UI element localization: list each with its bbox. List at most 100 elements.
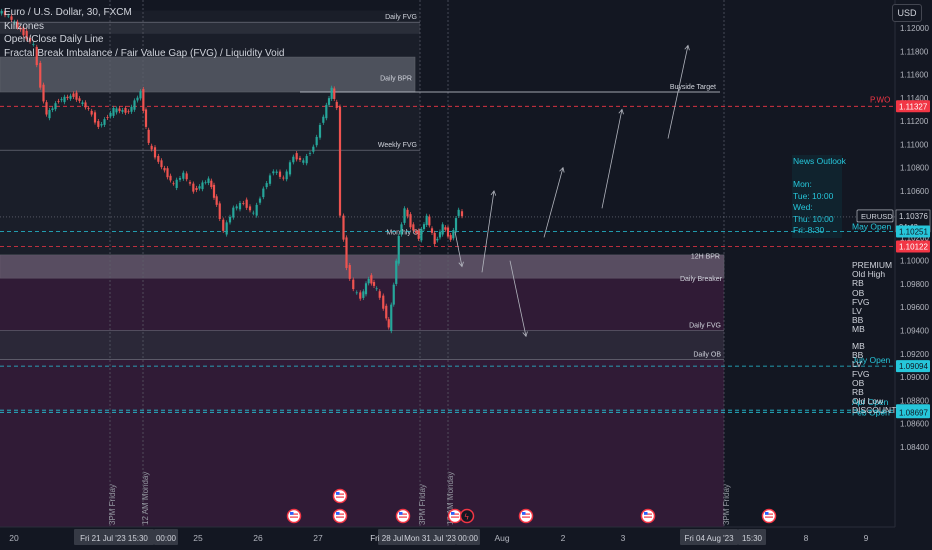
- pd-item: RB: [852, 387, 864, 398]
- feb-open-label: Feb Open: [852, 407, 890, 417]
- candle-body: [215, 196, 218, 205]
- news-line: Wed:: [793, 202, 813, 212]
- flag-stripe: [522, 516, 530, 518]
- candle-body: [449, 235, 452, 240]
- pwo-label: P.WO: [870, 95, 890, 104]
- candle-body: [10, 16, 13, 20]
- flag-stripe: [336, 493, 344, 495]
- july-open-label: July Open: [852, 355, 891, 365]
- candle-body: [218, 203, 221, 219]
- candle-body: [285, 171, 288, 180]
- candle-body: [390, 304, 393, 332]
- us-flag-event-icon[interactable]: [286, 508, 302, 524]
- candle-body: [124, 107, 127, 113]
- candle-body: [278, 171, 282, 177]
- candle-body: [97, 121, 100, 127]
- us-flag-event-icon[interactable]: [518, 508, 534, 524]
- indicator-daily-line[interactable]: Open/Close Daily Line: [4, 34, 104, 45]
- candle-body: [265, 183, 268, 188]
- candle-body: [163, 167, 166, 171]
- candle-body: [93, 112, 97, 123]
- candle-body: [153, 147, 157, 158]
- news-title: News Outlook: [793, 156, 846, 166]
- symbol-title[interactable]: Euro / U.S. Dollar, 30, FXCM: [4, 7, 132, 18]
- price-axis[interactable]: [895, 0, 932, 550]
- candle-body: [333, 88, 336, 99]
- projection-arrow: [601, 109, 623, 209]
- price-tick-label: 1.09600: [900, 303, 929, 312]
- daily-fvg-bottom-zone: [0, 330, 724, 360]
- indicator-killzones[interactable]: Killzones: [4, 20, 45, 32]
- candle-body: [109, 112, 112, 117]
- daily-fvg-top-label: Daily FVG: [385, 14, 417, 21]
- session-label: 3PM Friday: [108, 484, 117, 525]
- price-tick-label: 1.09000: [900, 373, 929, 382]
- candle-body: [118, 108, 121, 112]
- flag-stripe: [644, 516, 652, 518]
- us-flag-event-icon[interactable]: [640, 508, 656, 524]
- lightning-event-icon[interactable]: [459, 508, 475, 524]
- flag-canton: [522, 512, 526, 515]
- us-flag-event-icon[interactable]: [395, 508, 411, 524]
- candle-body: [198, 186, 201, 189]
- candle-body: [409, 214, 412, 228]
- candle-body: [302, 160, 305, 163]
- flag-canton: [644, 512, 648, 515]
- time-highlight-6-box: [680, 529, 738, 545]
- candle-body: [142, 89, 145, 111]
- news-outlook-panel: News Outlook Mon: Tue: 10:00 Wed: Thu: 1…: [792, 155, 846, 238]
- red-level-tag-label: 1.10122: [899, 243, 928, 252]
- price-tick-label: 1.12000: [900, 24, 929, 33]
- symbol-tag: [856, 209, 894, 223]
- candle-body: [54, 103, 57, 110]
- us-flag-event-icon[interactable]: [447, 508, 463, 524]
- buyside-target-label: Buyside Target: [670, 84, 716, 91]
- time-highlight-1-box: [74, 529, 154, 545]
- lightning-glyph: ϟ: [465, 513, 470, 522]
- feb-open-tag-label: 1.08697: [899, 408, 928, 417]
- flag-canton: [290, 512, 294, 515]
- candle-body: [45, 102, 48, 115]
- candle-body: [268, 175, 272, 184]
- red-level-tag: [896, 240, 930, 253]
- symbol-tag-label: EURUSD: [861, 212, 893, 221]
- us-flag-event-icon[interactable]: [332, 488, 348, 504]
- us-flag-event-icon[interactable]: [761, 508, 777, 524]
- candle-body: [32, 43, 35, 45]
- candle-body: [352, 279, 355, 290]
- candle-body: [325, 104, 328, 119]
- july-open-tag-label: 1.09094: [899, 362, 928, 371]
- candle-body: [430, 228, 434, 233]
- price-tick-label: 1.08400: [900, 443, 929, 452]
- candle-body: [460, 211, 464, 217]
- candle-body: [16, 21, 19, 28]
- candle-body: [66, 96, 69, 99]
- candle-body: [406, 209, 409, 217]
- flag-stripe: [644, 513, 652, 515]
- candle-body: [378, 291, 381, 298]
- time-tick-label: 9: [864, 533, 869, 543]
- time-tick-label: 8: [804, 533, 809, 543]
- may-open-tag: [896, 225, 930, 238]
- candle-body: [414, 231, 418, 233]
- projection-arrowhead: [559, 166, 565, 173]
- candle-body: [327, 98, 331, 105]
- us-flag-event-icon[interactable]: [332, 508, 348, 524]
- indicator-fvg[interactable]: Fractal Break Imbalance / Fair Value Gap…: [4, 47, 285, 59]
- pd-item: OB: [852, 287, 865, 298]
- premium-zone: [0, 10, 420, 255]
- candle-body: [275, 171, 278, 173]
- candle-body: [42, 84, 45, 102]
- flag-canton: [765, 512, 769, 515]
- time-highlight-6: Fri 04 Aug '23: [684, 534, 734, 543]
- candle-body: [90, 110, 93, 115]
- july-open-tag: [896, 360, 930, 373]
- flag-stripe: [336, 516, 344, 518]
- price-tick-label: 1.08600: [900, 420, 929, 429]
- pwo-tag-label: 1.11327: [899, 102, 928, 111]
- candle-body: [212, 184, 216, 198]
- currency-button[interactable]: USD: [892, 4, 922, 22]
- candle-body: [355, 292, 358, 294]
